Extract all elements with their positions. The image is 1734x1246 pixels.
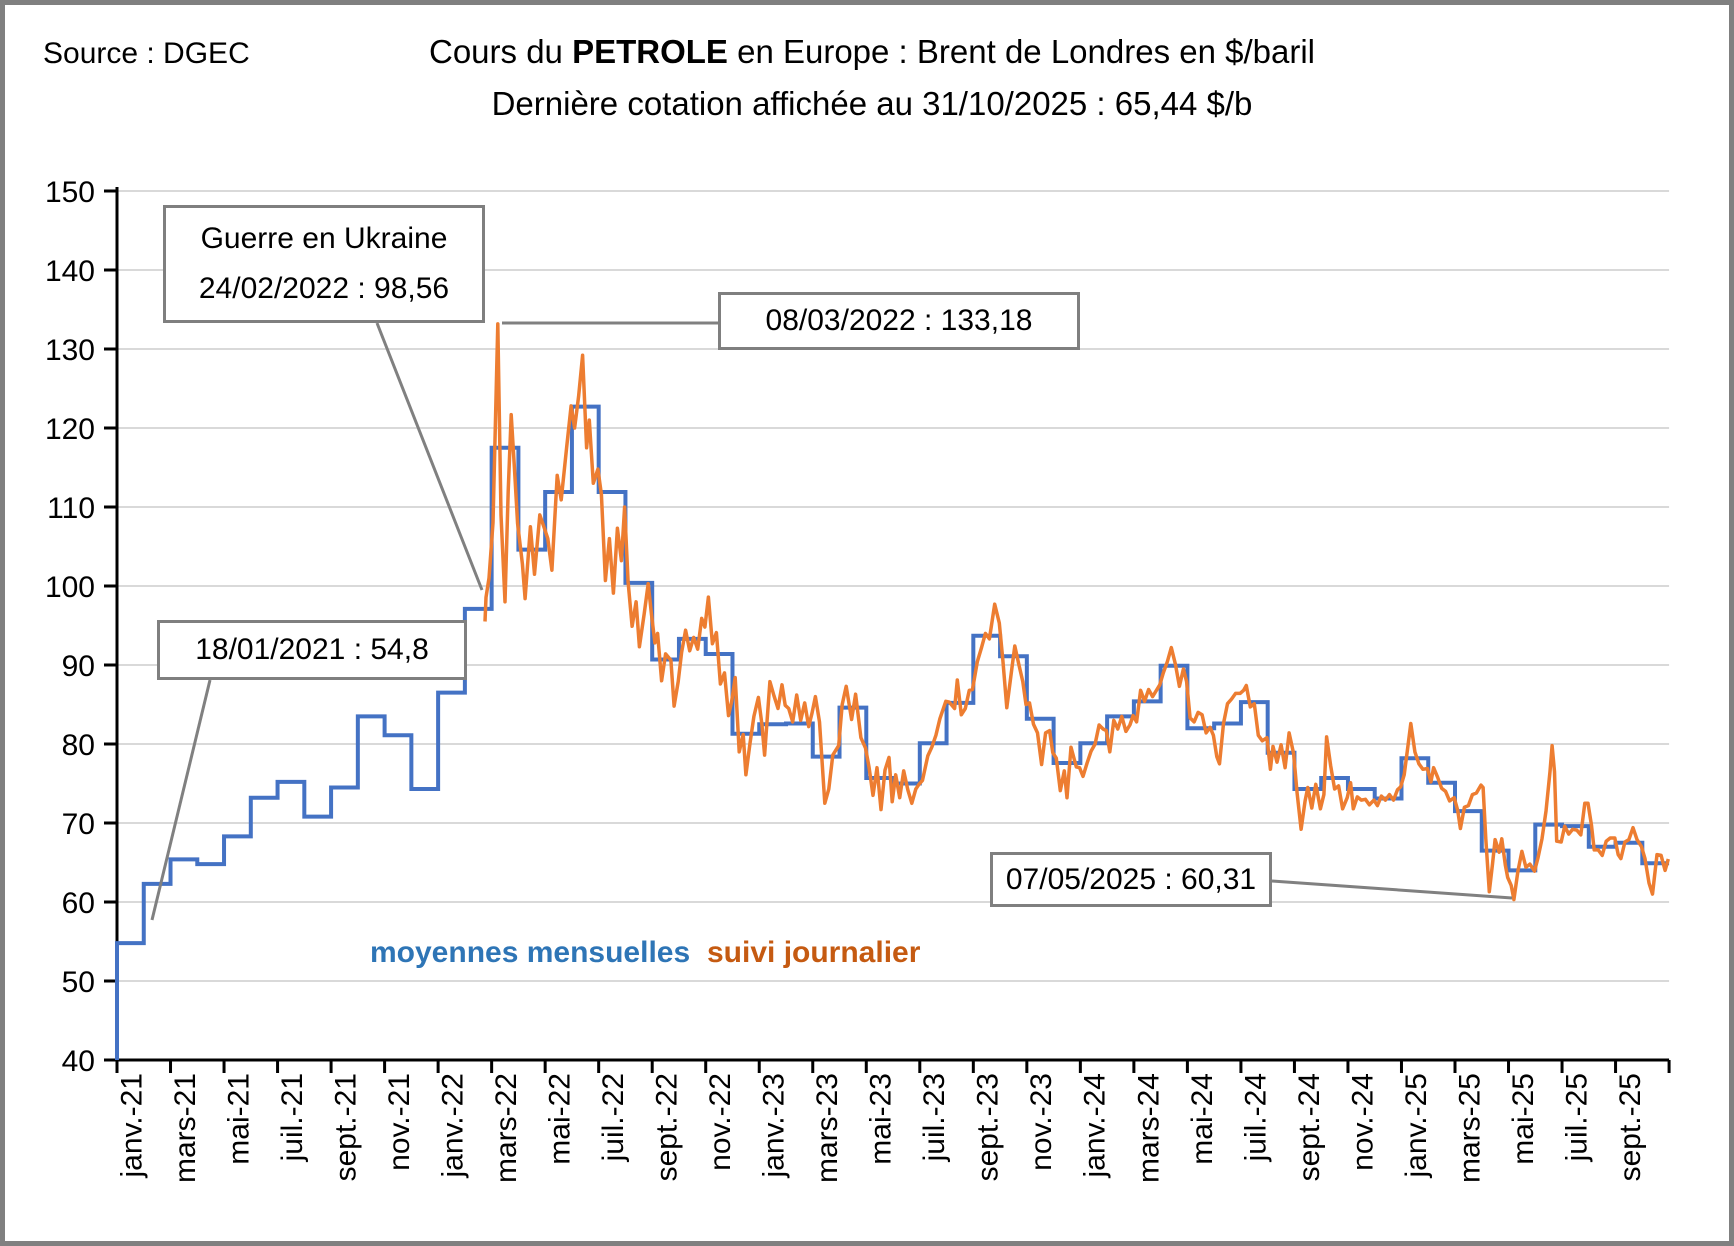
svg-text:juil.-25: juil.-25 — [1560, 1073, 1593, 1162]
svg-text:juil.-21: juil.-21 — [276, 1073, 309, 1162]
svg-text:mai-24: mai-24 — [1186, 1073, 1219, 1165]
svg-text:150: 150 — [45, 176, 95, 209]
chart-subtitle: Dernière cotation affichée au 31/10/2025… — [491, 85, 1253, 122]
svg-text:mars-25: mars-25 — [1453, 1073, 1486, 1183]
svg-text:110: 110 — [47, 492, 95, 525]
svg-text:juil.-24: juil.-24 — [1239, 1073, 1272, 1162]
svg-text:120: 120 — [45, 413, 95, 446]
annotation-start-2021-text: 18/01/2021 : 54,8 — [195, 633, 429, 666]
annotation-start-2021: 18/01/2021 : 54,8 — [157, 620, 467, 680]
annotation-low-2025-text: 07/05/2025 : 60,31 — [1005, 862, 1257, 896]
svg-text:40: 40 — [62, 1045, 95, 1078]
svg-text:nov.-22: nov.-22 — [704, 1073, 737, 1171]
svg-text:140: 140 — [45, 255, 95, 288]
svg-text:janv.-24: janv.-24 — [1079, 1073, 1112, 1179]
legend-daily-tracking: suivi journalier — [707, 936, 921, 969]
price-chart-plot: 150 140 130 120 110 100 90 80 70 60 50 40 janv.-21 ma… — [45, 176, 1671, 1183]
svg-text:50: 50 — [62, 966, 95, 999]
svg-text:sept.-25: sept.-25 — [1614, 1073, 1647, 1181]
svg-text:70: 70 — [62, 808, 95, 841]
svg-text:mai-25: mai-25 — [1507, 1073, 1540, 1165]
chart-title-bold: PETROLE — [572, 33, 728, 70]
svg-text:60: 60 — [62, 887, 95, 920]
svg-text:80: 80 — [62, 729, 95, 762]
svg-text:janv.-22: janv.-22 — [437, 1073, 470, 1179]
svg-text:mars-24: mars-24 — [1132, 1073, 1165, 1183]
svg-text:nov.-21: nov.-21 — [383, 1073, 416, 1171]
svg-text:janv.-23: janv.-23 — [758, 1073, 791, 1179]
svg-text:sept.-21: sept.-21 — [329, 1073, 362, 1181]
svg-text:sept.-24: sept.-24 — [1293, 1073, 1326, 1181]
annotation-ukraine-war-line2: 24/02/2022 : 98,56 — [198, 272, 450, 305]
svg-text:janv.-21: janv.-21 — [115, 1073, 148, 1179]
source-label: Source : DGEC — [43, 37, 250, 70]
annotation-ukraine-war-line1: Guerre en Ukraine — [200, 222, 448, 255]
svg-text:sept.-22: sept.-22 — [651, 1073, 684, 1181]
annotation-low-2025: 07/05/2025 : 60,31 — [990, 852, 1272, 907]
svg-text:mars-23: mars-23 — [811, 1073, 844, 1183]
svg-text:100: 100 — [45, 571, 95, 604]
chart-title-prefix: Cours du — [429, 33, 573, 70]
annotation-peak-2022-text: 08/03/2022 : 133,18 — [765, 304, 1033, 337]
svg-text:nov.-23: nov.-23 — [1025, 1073, 1058, 1171]
svg-text:mai-23: mai-23 — [865, 1073, 898, 1165]
annotation-ukraine-war: Guerre en Ukraine 24/02/2022 : 98,56 — [163, 205, 485, 323]
svg-text:sept.-23: sept.-23 — [972, 1073, 1005, 1181]
svg-text:mars-22: mars-22 — [490, 1073, 523, 1183]
svg-text:mai-22: mai-22 — [544, 1073, 577, 1165]
svg-text:mai-21: mai-21 — [222, 1073, 255, 1165]
svg-text:juil.-22: juil.-22 — [597, 1073, 630, 1162]
legend-monthly-averages: moyennes mensuelles — [370, 936, 691, 969]
chart-title-suffix: en Europe : Brent de Londres en $/baril — [727, 33, 1315, 70]
svg-text:nov.-24: nov.-24 — [1346, 1073, 1379, 1171]
svg-text:juil.-23: juil.-23 — [918, 1073, 951, 1162]
svg-text:janv.-25: janv.-25 — [1400, 1073, 1433, 1179]
annotation-peak-2022: 08/03/2022 : 133,18 — [718, 292, 1080, 350]
svg-text:mars-21: mars-21 — [169, 1073, 202, 1183]
svg-text:130: 130 — [45, 334, 95, 367]
chart-title: Cours du PETROLE en Europe : Brent de Lo… — [5, 33, 1729, 71]
svg-text:90: 90 — [62, 650, 95, 683]
